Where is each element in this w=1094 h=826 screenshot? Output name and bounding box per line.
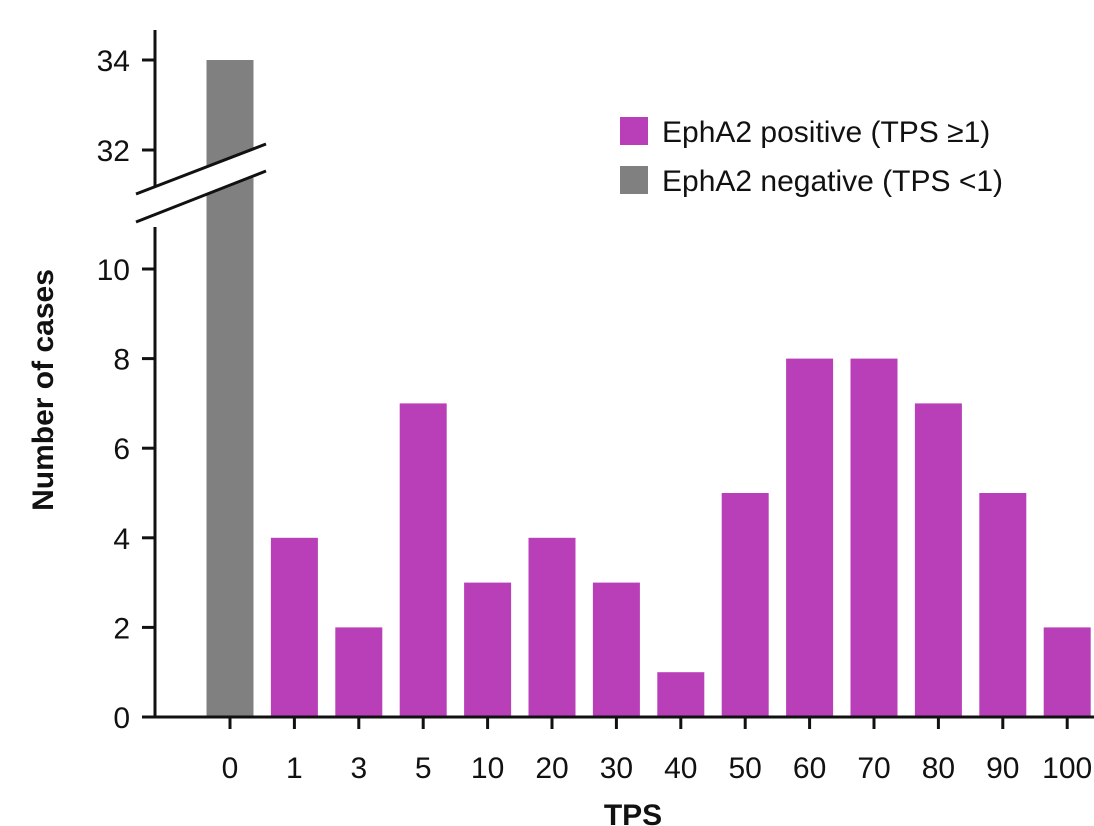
- x-tick-label: 80: [922, 752, 955, 785]
- bar-30: [592, 582, 640, 717]
- axis-break-mark: [130, 142, 270, 224]
- bars-group: [206, 60, 1091, 717]
- bar-5: [399, 403, 447, 717]
- bar-3: [335, 627, 383, 717]
- bar-50: [721, 493, 769, 717]
- legend: EphA2 positive (TPS ≥1) EphA2 negative (…: [620, 116, 1003, 198]
- bar-40: [657, 672, 705, 717]
- x-tick-label: 60: [793, 752, 826, 785]
- bar-60: [786, 358, 834, 717]
- legend-swatch-negative: [620, 166, 648, 194]
- x-tick-label: 30: [600, 752, 633, 785]
- bar-70: [850, 358, 898, 717]
- y-tick-label: 4: [113, 523, 130, 556]
- x-tick-label: 50: [729, 752, 762, 785]
- x-tick-label: 20: [535, 752, 568, 785]
- y-tick-label: 34: [97, 45, 130, 78]
- x-tick-label: 5: [415, 752, 432, 785]
- y-tick-label: 10: [97, 254, 130, 287]
- x-tick-label: 3: [350, 752, 367, 785]
- x-tick-label: 70: [857, 752, 890, 785]
- ticks-group: 0 1 3 5 10 20 30 40 50 60 70 80 90 100 0 2 4 6 8 10 32 34: [97, 45, 1093, 785]
- axis-break-line-upper: [135, 142, 267, 196]
- axis-break-gap: [130, 143, 270, 222]
- bar-20: [528, 537, 576, 717]
- axes-group: [142, 30, 1094, 719]
- bar-10: [464, 582, 512, 717]
- x-tick-label: 1: [286, 752, 303, 785]
- bar-90: [979, 493, 1027, 717]
- x-axis-title: TPS: [604, 799, 662, 826]
- x-tick-label: 40: [664, 752, 697, 785]
- legend-label-negative: EphA2 negative (TPS <1): [662, 165, 1003, 198]
- bar-80: [914, 403, 962, 717]
- legend-label-positive: EphA2 positive (TPS ≥1): [662, 116, 990, 149]
- bar-100: [1043, 627, 1091, 717]
- axis-break-line-lower: [135, 169, 267, 224]
- bar-1: [270, 537, 318, 717]
- legend-swatch-positive: [620, 117, 648, 145]
- y-axis-title: Number of cases: [27, 269, 60, 511]
- y-tick-label: 0: [113, 702, 130, 735]
- x-tick-label: 10: [471, 752, 504, 785]
- x-tick-label: 0: [222, 752, 239, 785]
- y-tick-label: 8: [113, 344, 130, 377]
- y-tick-label: 6: [113, 433, 130, 466]
- y-tick-label: 32: [97, 135, 130, 168]
- y-tick-label: 2: [113, 612, 130, 645]
- x-tick-label: 90: [986, 752, 1019, 785]
- x-tick-label: 100: [1042, 752, 1092, 785]
